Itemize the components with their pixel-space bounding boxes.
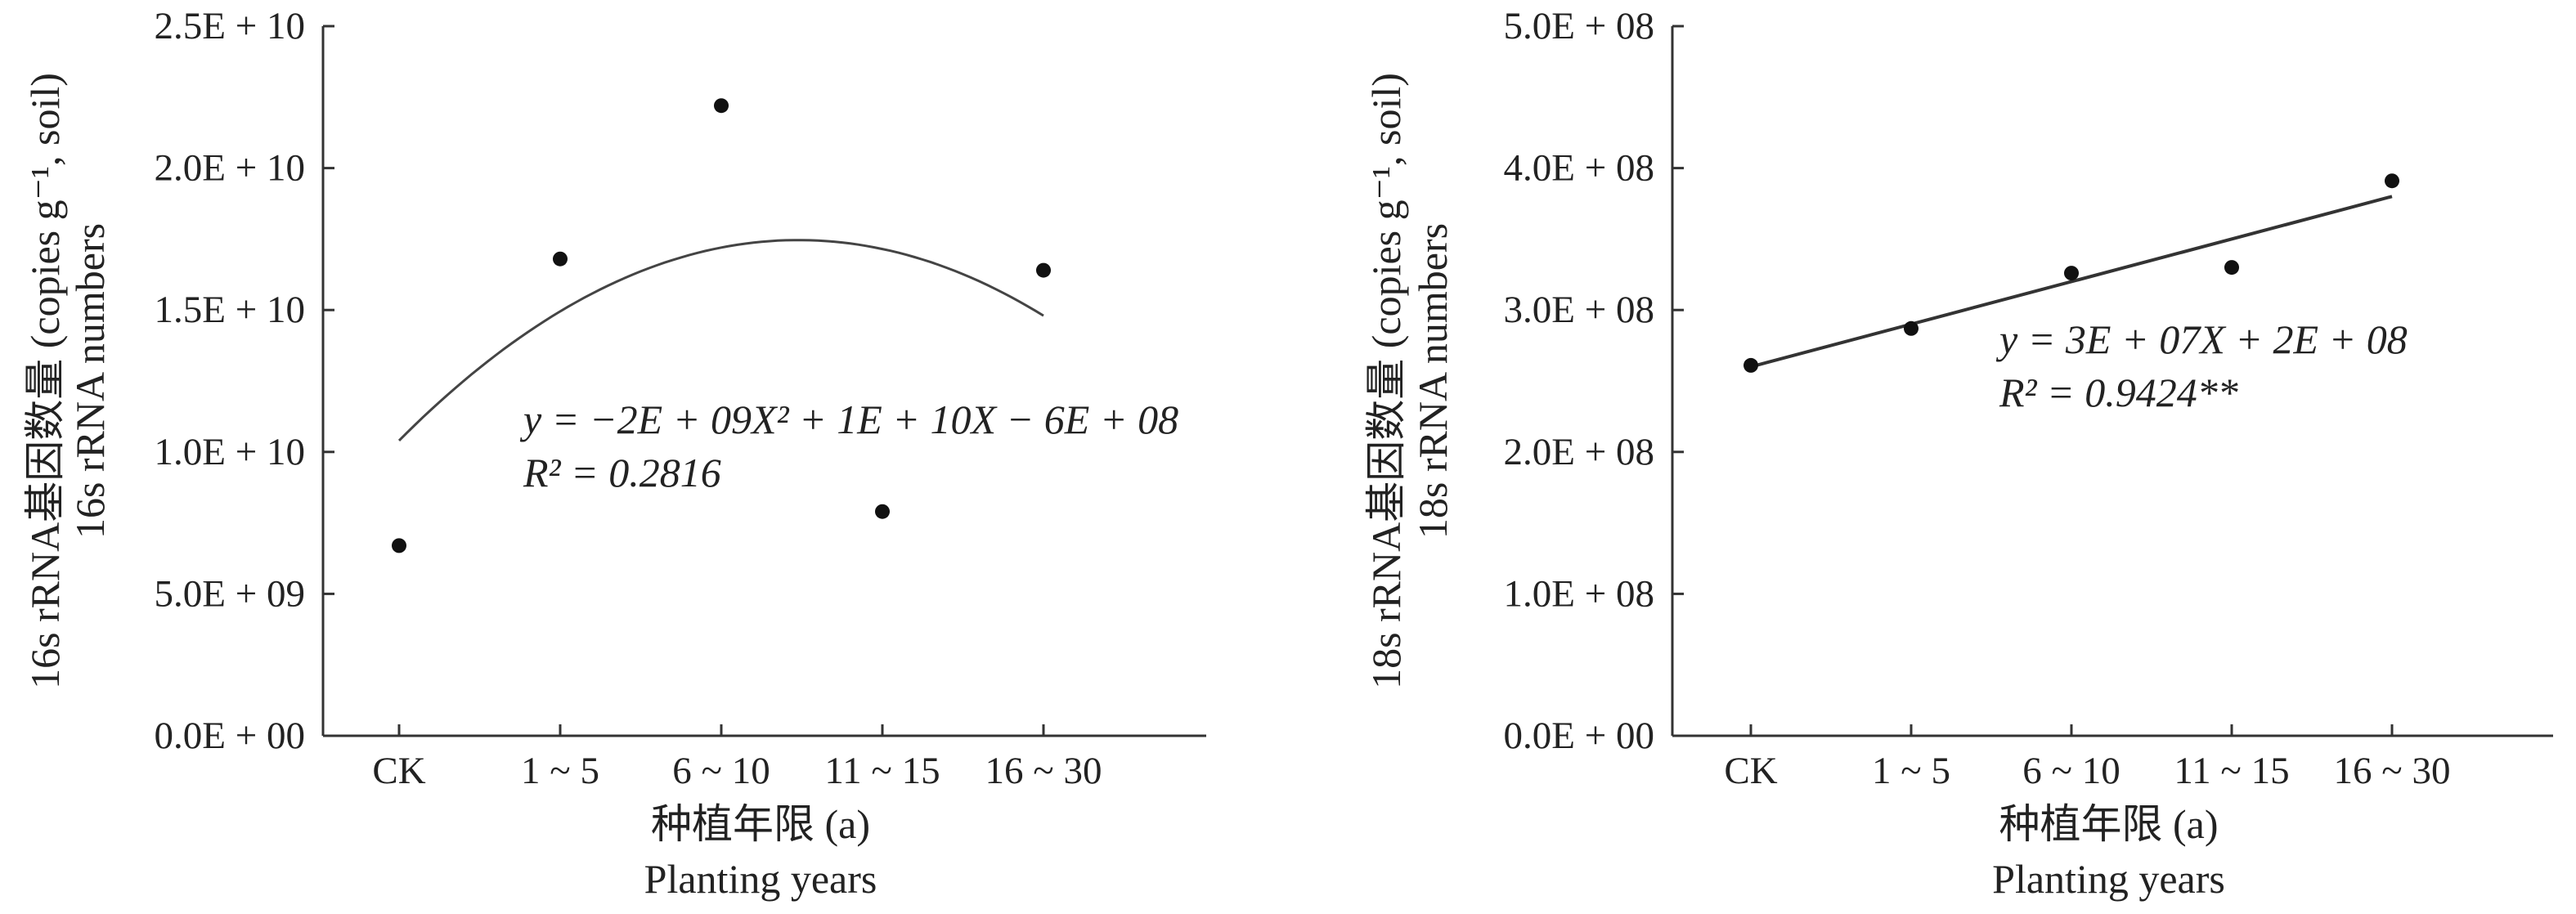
- y-axis-title-en: 18s rRNA numbers: [1410, 223, 1456, 539]
- x-axis-title-en: Planting years: [644, 856, 877, 902]
- y-tick-label: 5.0E + 09: [155, 572, 305, 615]
- trendline-equation: y = 3E + 07X + 2E + 08: [1995, 316, 2408, 362]
- data-point: [875, 504, 890, 519]
- y-axis-title-en: 16s rRNA numbers: [67, 223, 113, 539]
- data-point: [2064, 266, 2079, 281]
- y-tick-label: 2.5E + 10: [155, 5, 305, 47]
- x-tick-label: 11 ~ 15: [824, 750, 940, 792]
- y-axis-title-cn: 18s rRNA基因数量 (copies g⁻¹, soil): [1363, 73, 1409, 689]
- y-axis-title-cn: 16s rRNA基因数量 (copies g⁻¹, soil): [22, 73, 68, 689]
- y-tick-label: 3.0E + 08: [1504, 289, 1654, 331]
- x-tick-label: 16 ~ 30: [985, 750, 1102, 792]
- y-tick-label: 1.0E + 08: [1504, 572, 1654, 615]
- y-tick-label: 2.0E + 10: [155, 147, 305, 190]
- trendline-r-squared: R² = 0.2816: [523, 450, 721, 495]
- trendline-r-squared: R² = 0.9424**: [1999, 370, 2238, 415]
- y-tick-label: 2.0E + 08: [1504, 431, 1654, 473]
- data-point: [714, 98, 729, 114]
- data-point: [1904, 320, 1919, 336]
- data-point: [1036, 262, 1051, 278]
- x-tick-label: CK: [372, 750, 425, 792]
- y-tick-label: 1.0E + 10: [155, 431, 305, 473]
- y-tick-label: 1.5E + 10: [155, 289, 305, 331]
- x-tick-label: 1 ~ 5: [521, 750, 599, 792]
- y-tick-label: 0.0E + 00: [1504, 715, 1654, 757]
- data-point: [392, 538, 406, 553]
- data-point: [1744, 357, 1758, 373]
- x-tick-label: 6 ~ 10: [672, 750, 770, 792]
- y-tick-label: 0.0E + 00: [155, 715, 305, 757]
- data-point: [2385, 173, 2399, 189]
- trendline: [1750, 195, 2393, 369]
- x-tick-label: 11 ~ 15: [2174, 750, 2289, 792]
- x-axis-title-cn: 种植年限 (a): [651, 801, 870, 847]
- x-tick-label: 6 ~ 10: [2022, 750, 2120, 792]
- x-tick-label: CK: [1724, 750, 1777, 792]
- chart-panel-2: 0.0E + 00 1.0E + 08 2.0E + 08 3.0E + 08 4.0E…: [1363, 5, 2553, 902]
- trendline: [397, 239, 1044, 441]
- chart-panel-1: 0.0E + 00 5.0E + 09 1.0E + 10 1.5E + 10 2.0E…: [22, 5, 1206, 902]
- data-point: [553, 251, 568, 267]
- y-tick-label: 5.0E + 08: [1504, 5, 1654, 47]
- x-axis-title-en: Planting years: [1992, 856, 2225, 902]
- x-axis-title-cn: 种植年限 (a): [1999, 801, 2219, 847]
- data-point: [2224, 260, 2239, 276]
- x-tick-label: 16 ~ 30: [2334, 750, 2451, 792]
- y-tick-label: 4.0E + 08: [1504, 147, 1654, 190]
- x-tick-label: 1 ~ 5: [1872, 750, 1950, 792]
- trendline-equation: y = −2E + 09X² + 1E + 10X − 6E + 08: [519, 397, 1178, 442]
